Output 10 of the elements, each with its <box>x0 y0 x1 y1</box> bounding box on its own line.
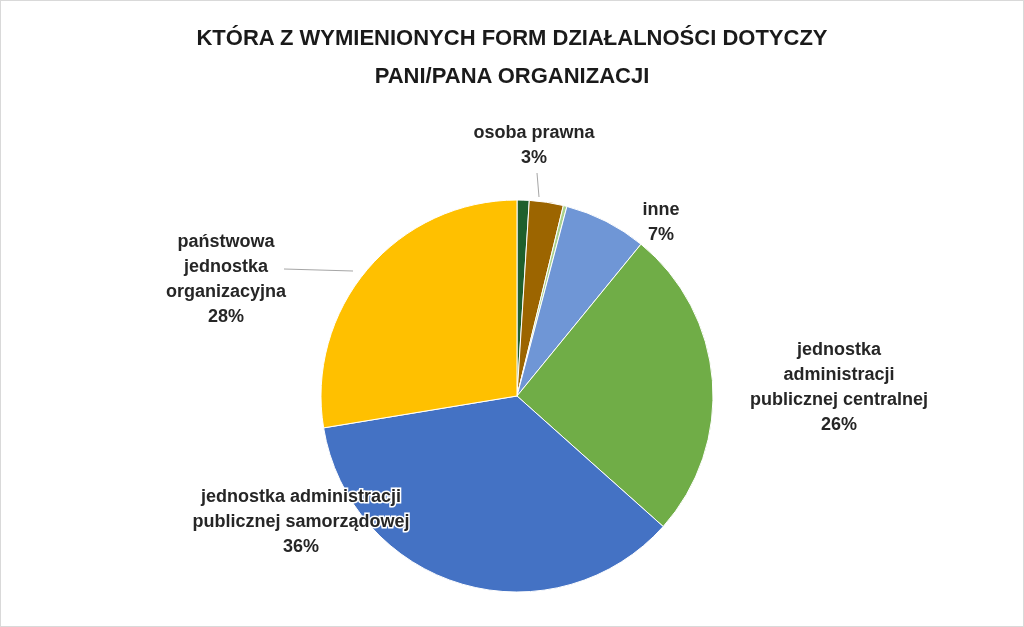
data-label: 7% <box>647 223 675 244</box>
slice-label: jednostka administracji publicznej centralnej <box>749 338 929 409</box>
slice-label: inne <box>642 198 680 219</box>
data-label: 26% <box>820 413 858 434</box>
data-label: 28% <box>207 305 245 326</box>
chart-title: KTÓRA Z WYMIENIONYCH FORM DZIAŁALNOŚCI DOTYCZY PANI/PANA ORGANIZACJI <box>195 24 829 90</box>
slice-label: państwowa jednostka organizacyjna <box>165 230 288 301</box>
data-label: 3% <box>520 146 548 167</box>
slice-label: osoba prawna <box>473 121 596 142</box>
data-label: 36% <box>282 536 320 556</box>
